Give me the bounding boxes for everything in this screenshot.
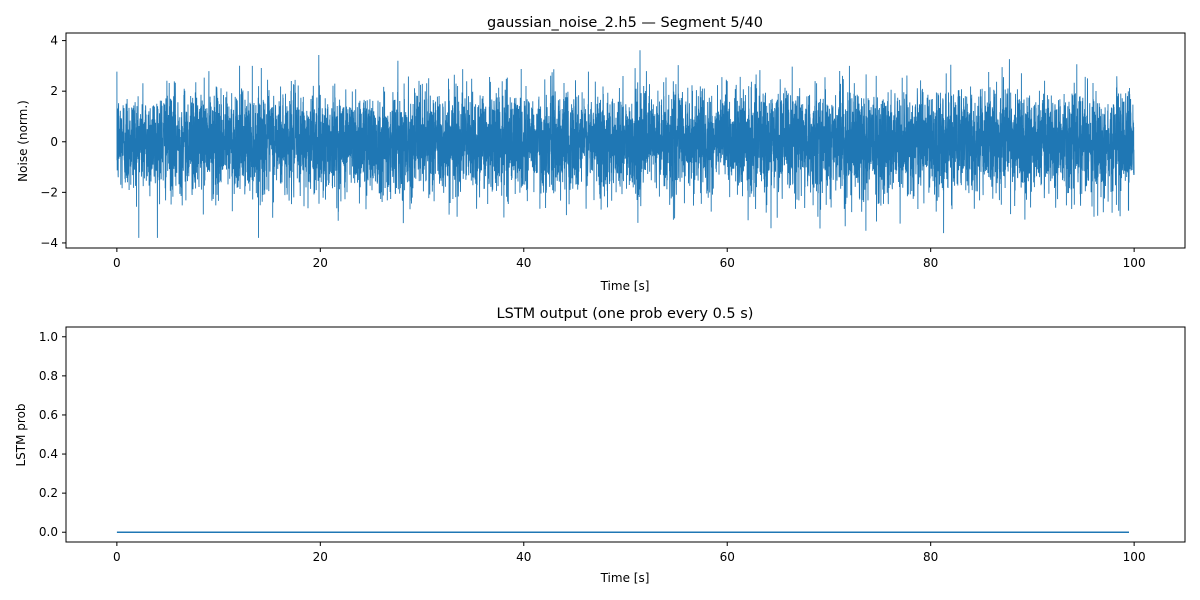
lstm-y-tick-label: 1.0 [39, 330, 58, 344]
noise-plot-area [116, 50, 1135, 238]
noise-y-ticks: −4 −2 0 2 4 [40, 34, 66, 250]
lstm-y-tick-label: 0.8 [39, 369, 58, 383]
noise-x-tick-label: 20 [313, 256, 328, 270]
lstm-y-axis-label: LSTM prob [14, 403, 28, 466]
lstm-x-ticks: 0 20 40 60 80 100 [113, 542, 1146, 564]
lstm-y-tick-label: 0.0 [39, 525, 58, 539]
noise-axes-frame [65, 32, 1186, 249]
noise-x-tick-label: 60 [720, 256, 735, 270]
noise-series-line [116, 50, 1135, 238]
lstm-axes-frame [65, 326, 1186, 543]
lstm-chart-title: LSTM output (one prob every 0.5 s) [497, 306, 754, 322]
noise-y-tick-label: 2 [50, 84, 58, 98]
lstm-y-tick-label: 0.6 [39, 408, 58, 422]
noise-y-axis-label: Noise (norm.) [16, 100, 30, 182]
noise-y-tick-label: −4 [40, 236, 58, 250]
lstm-x-axis-label: Time [s] [600, 571, 650, 585]
lstm-y-tick-label: 0.4 [39, 447, 58, 461]
noise-panel: gaussian_noise_2.h5 — Segment 5/40 0 20 40… [16, 15, 1186, 293]
noise-x-axis-label: Time [s] [600, 279, 650, 293]
noise-x-tick-label: 40 [516, 256, 531, 270]
noise-x-tick-label: 100 [1123, 256, 1146, 270]
noise-chart-title: gaussian_noise_2.h5 — Segment 5/40 [487, 15, 763, 31]
lstm-y-ticks: 0.0 0.2 0.4 0.6 0.8 1.0 [39, 330, 66, 539]
lstm-x-tick-label: 0 [113, 550, 121, 564]
noise-y-tick-label: 4 [50, 34, 58, 48]
lstm-panel: LSTM output (one prob every 0.5 s) 0 20 40… [14, 306, 1186, 585]
lstm-x-tick-label: 20 [313, 550, 328, 564]
noise-x-tick-label: 80 [923, 256, 938, 270]
noise-x-ticks: 0 20 40 60 80 100 [113, 248, 1146, 270]
lstm-x-tick-label: 100 [1123, 550, 1146, 564]
lstm-y-tick-label: 0.2 [39, 486, 58, 500]
lstm-x-tick-label: 60 [720, 550, 735, 564]
noise-y-tick-label: 0 [50, 135, 58, 149]
lstm-x-tick-label: 40 [516, 550, 531, 564]
lstm-x-tick-label: 80 [923, 550, 938, 564]
noise-x-tick-label: 0 [113, 256, 121, 270]
noise-y-tick-label: −2 [40, 185, 58, 199]
